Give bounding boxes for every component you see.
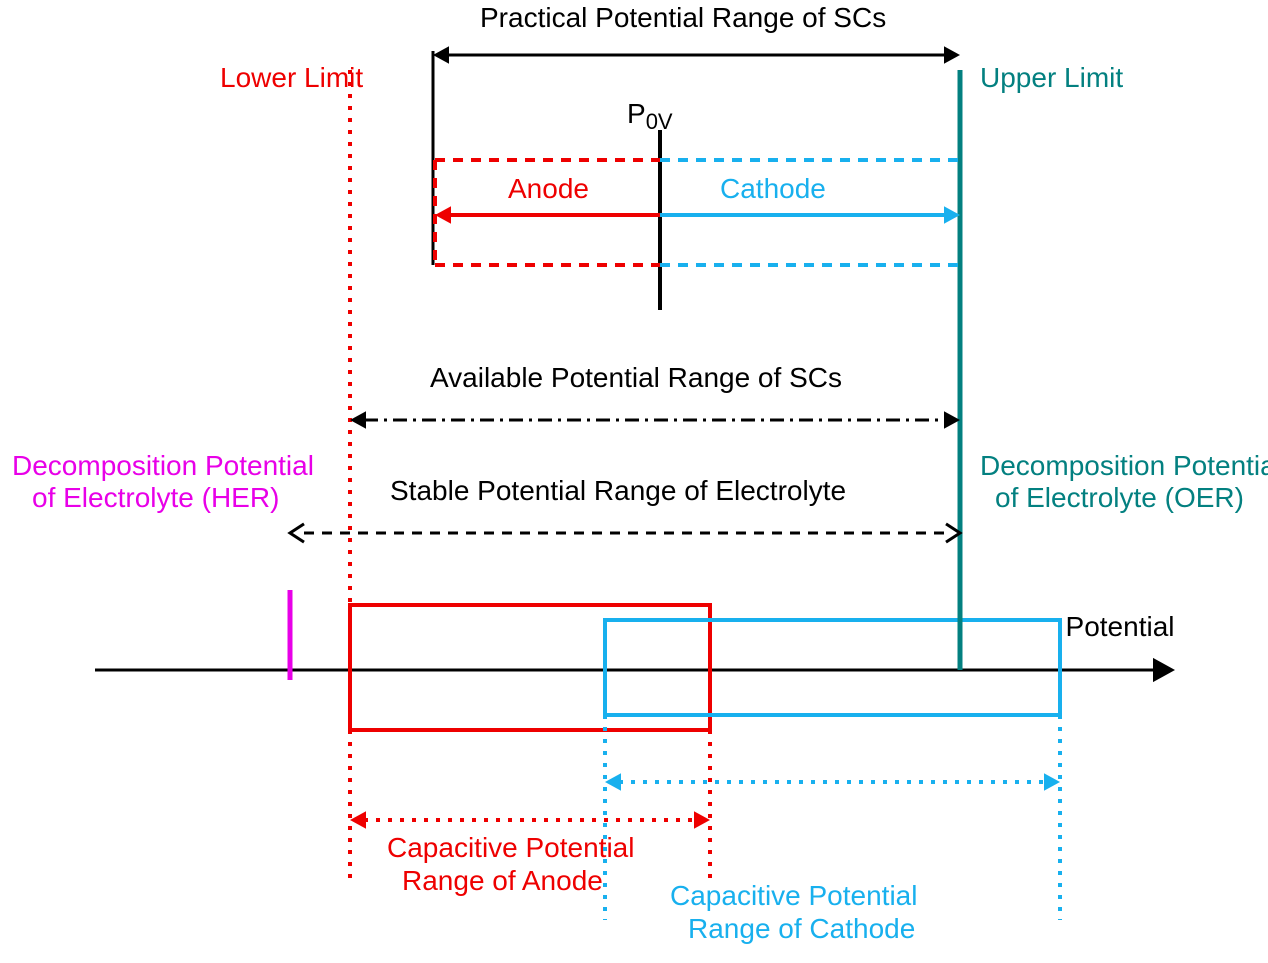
cathode-cap-label-2: Range of Cathode — [688, 913, 915, 944]
oer-label-2: of Electrolyte (OER) — [995, 482, 1244, 513]
cathode-arrow-label: Cathode — [720, 173, 826, 204]
stable-label: Stable Potential Range of Electrolyte — [390, 475, 846, 506]
anode-cap-label-2: Range of Anode — [402, 865, 603, 896]
potential-axis-label: Potential — [1066, 611, 1175, 642]
anode-arrow-label: Anode — [508, 173, 589, 204]
her-label-2: of Electrolyte (HER) — [32, 482, 279, 513]
upper-limit-label: Upper Limit — [980, 62, 1123, 93]
cathode-cap-label-1: Capacitive Potential — [670, 880, 917, 911]
oer-label-1: Decomposition Potential — [980, 450, 1268, 481]
her-label-1: Decomposition Potential — [12, 450, 314, 481]
practical-label: Practical Potential Range of SCs — [480, 2, 886, 33]
available-label: Available Potential Range of SCs — [430, 362, 842, 393]
anode-cap-label-1: Capacitive Potential — [387, 832, 634, 863]
lower-limit-label: Lower Limit — [220, 62, 363, 93]
